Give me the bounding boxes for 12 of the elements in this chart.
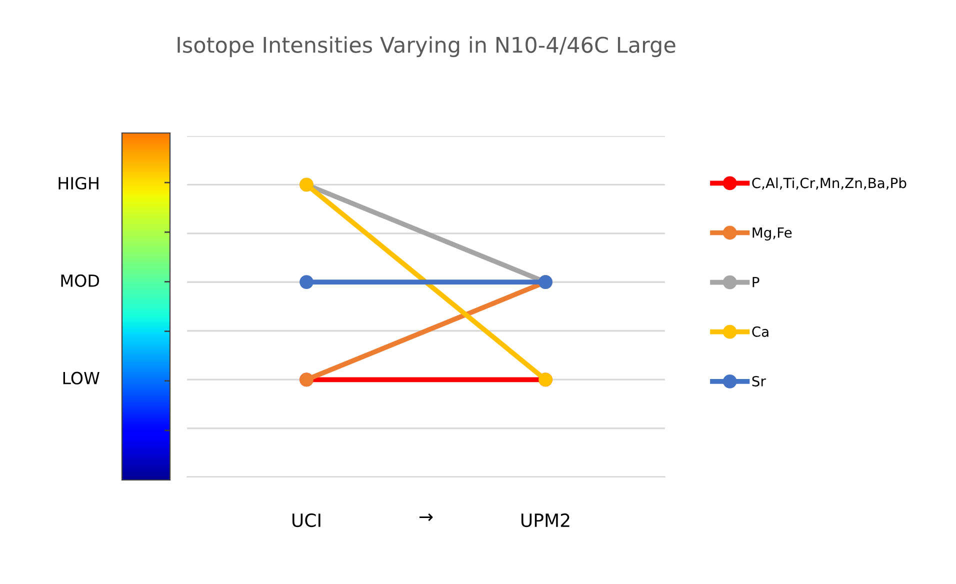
legend-label: Ca [752,326,768,337]
text: MOD [61,274,100,287]
text: HIGH [58,176,98,190]
chart-title: Isotope Intensities Varying in N10-4/46C Large [178,36,676,58]
legend-label: Sr [752,376,766,386]
legend-label: Mg,Fe [752,227,792,240]
text: → [419,513,433,522]
x-tick-label: UPM2 [521,513,570,528]
legend-label: C,Al,Ti,Cr,Mn,Zn,Ba,Pb [752,178,906,190]
legend-label: P [752,277,760,288]
x-tick-label: UCI [292,513,320,528]
text: LOW [63,372,100,384]
